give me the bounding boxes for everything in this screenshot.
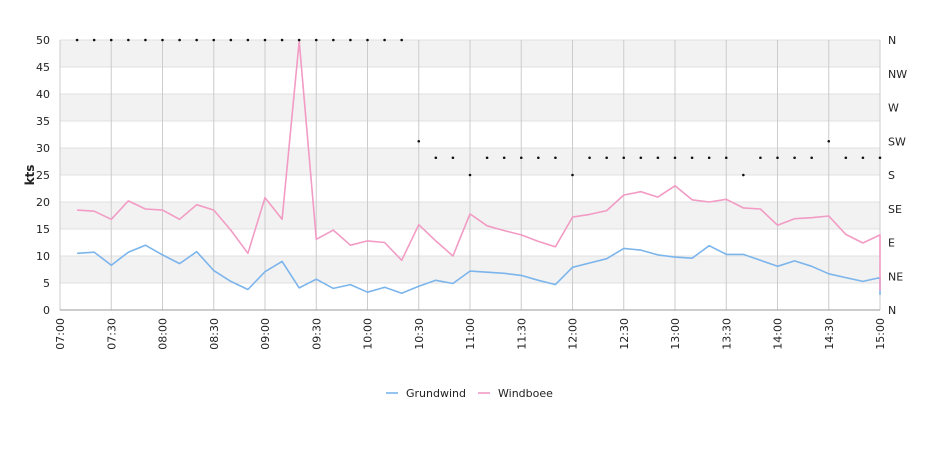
direction-dot xyxy=(468,173,472,177)
y-tick-label: 10 xyxy=(36,250,50,263)
direction-dot xyxy=(554,156,557,160)
x-tick-label: 10:00 xyxy=(362,318,375,350)
direction-dot xyxy=(195,38,198,42)
y-tick-label: 40 xyxy=(36,88,50,101)
direction-dot xyxy=(810,156,813,160)
direction-dot xyxy=(127,38,130,42)
y-tick-label: 50 xyxy=(36,34,50,47)
direction-dot xyxy=(793,156,796,160)
direction-dot xyxy=(144,38,147,42)
direction-dot xyxy=(297,38,301,42)
direction-dot xyxy=(827,139,831,143)
direction-dot xyxy=(707,156,711,160)
y-tick-label: 30 xyxy=(36,142,50,155)
direction-dot xyxy=(332,38,335,42)
direction-dot xyxy=(246,38,250,42)
x-tick-label: 12:30 xyxy=(618,318,631,350)
direction-dot xyxy=(417,139,421,143)
y-tick-label: 0 xyxy=(43,304,50,317)
y-tick-label: 20 xyxy=(36,196,50,209)
series-line-grundwind xyxy=(77,244,881,295)
direction-dot xyxy=(178,38,181,42)
direction-dot xyxy=(434,156,438,160)
direction-dot xyxy=(861,156,865,160)
direction-dot xyxy=(519,156,523,160)
direction-dot xyxy=(366,38,369,42)
y-axis-label: kts xyxy=(23,165,37,186)
direction-dot xyxy=(502,156,506,160)
x-tick-label: 13:00 xyxy=(669,318,682,350)
x-tick-label: 11:00 xyxy=(464,318,477,350)
legend-label: Grundwind xyxy=(406,387,466,400)
direction-dot xyxy=(383,38,386,42)
direction-tick-label: N xyxy=(888,34,896,47)
x-tick-label: 14:30 xyxy=(823,318,836,350)
direction-dot xyxy=(451,156,455,160)
direction-tick-label: NW xyxy=(888,68,907,81)
y-tick-label: 45 xyxy=(36,61,50,74)
x-tick-label: 10:30 xyxy=(413,318,426,350)
direction-dot xyxy=(622,156,626,160)
y-axis-ticks: 0 5 10 15 20 25 30 35 40 45 50 xyxy=(36,34,50,317)
direction-tick-label: SE xyxy=(888,203,902,216)
direction-dot xyxy=(690,156,694,160)
direction-dot xyxy=(75,38,79,42)
legend-label: Windboee xyxy=(498,387,553,400)
direction-dot xyxy=(92,38,96,42)
direction-dot xyxy=(878,156,882,160)
direction-dot xyxy=(844,156,848,160)
direction-dot xyxy=(742,173,745,177)
y-tick-label: 25 xyxy=(36,169,50,182)
direction-tick-label: E xyxy=(888,237,895,250)
x-tick-label: 08:30 xyxy=(208,318,221,350)
x-tick-label: 11:30 xyxy=(515,318,528,350)
x-tick-label: 12:00 xyxy=(567,318,580,350)
direction-dot xyxy=(280,38,284,42)
x-tick-label: 14:00 xyxy=(772,318,785,350)
y-tick-label: 15 xyxy=(36,223,50,236)
direction-dot xyxy=(759,156,762,160)
direction-dot xyxy=(588,156,591,160)
direction-dot xyxy=(673,156,677,160)
direction-tick-label: NE xyxy=(888,270,903,283)
x-tick-label: 07:30 xyxy=(105,318,118,350)
series-line-windboee xyxy=(77,40,881,291)
grid-lines xyxy=(59,39,881,311)
x-tick-label: 15:00 xyxy=(874,318,887,350)
direction-dot xyxy=(314,38,318,42)
legend[interactable]: Grundwind Windboee xyxy=(386,387,553,400)
direction-dot xyxy=(212,38,216,42)
x-tick-label: 08:00 xyxy=(157,318,170,350)
direction-dot xyxy=(639,156,643,160)
series-lines xyxy=(77,40,881,295)
direction-dot xyxy=(161,38,164,42)
direction-tick-label: N xyxy=(888,304,896,317)
direction-dot xyxy=(400,38,403,42)
direction-dot xyxy=(537,156,540,160)
direction-dot xyxy=(263,38,267,42)
direction-dot xyxy=(229,38,233,42)
direction-dot xyxy=(724,156,728,160)
direction-dot xyxy=(605,156,608,160)
direction-axis-ticks: N NE E SE S SW W NW N xyxy=(888,34,907,317)
direction-dot xyxy=(776,156,779,160)
x-tick-label: 09:30 xyxy=(310,318,323,350)
y-tick-label: 5 xyxy=(43,277,50,290)
direction-dot xyxy=(349,38,352,42)
direction-dots xyxy=(75,38,882,177)
direction-tick-label: W xyxy=(888,102,899,115)
direction-dot xyxy=(485,156,489,160)
direction-dot xyxy=(656,156,660,160)
direction-tick-label: SW xyxy=(888,135,906,148)
x-tick-label: 09:00 xyxy=(259,318,272,350)
y-tick-label: 35 xyxy=(36,115,50,128)
x-tick-label: 13:30 xyxy=(720,318,733,350)
direction-tick-label: S xyxy=(888,169,895,182)
x-axis-ticks: 07:00 07:30 08:00 08:30 09:00 09:30 10:00 10:30… xyxy=(54,318,887,350)
direction-dot xyxy=(571,173,574,177)
x-tick-label: 07:00 xyxy=(54,318,67,350)
direction-dot xyxy=(109,38,113,42)
